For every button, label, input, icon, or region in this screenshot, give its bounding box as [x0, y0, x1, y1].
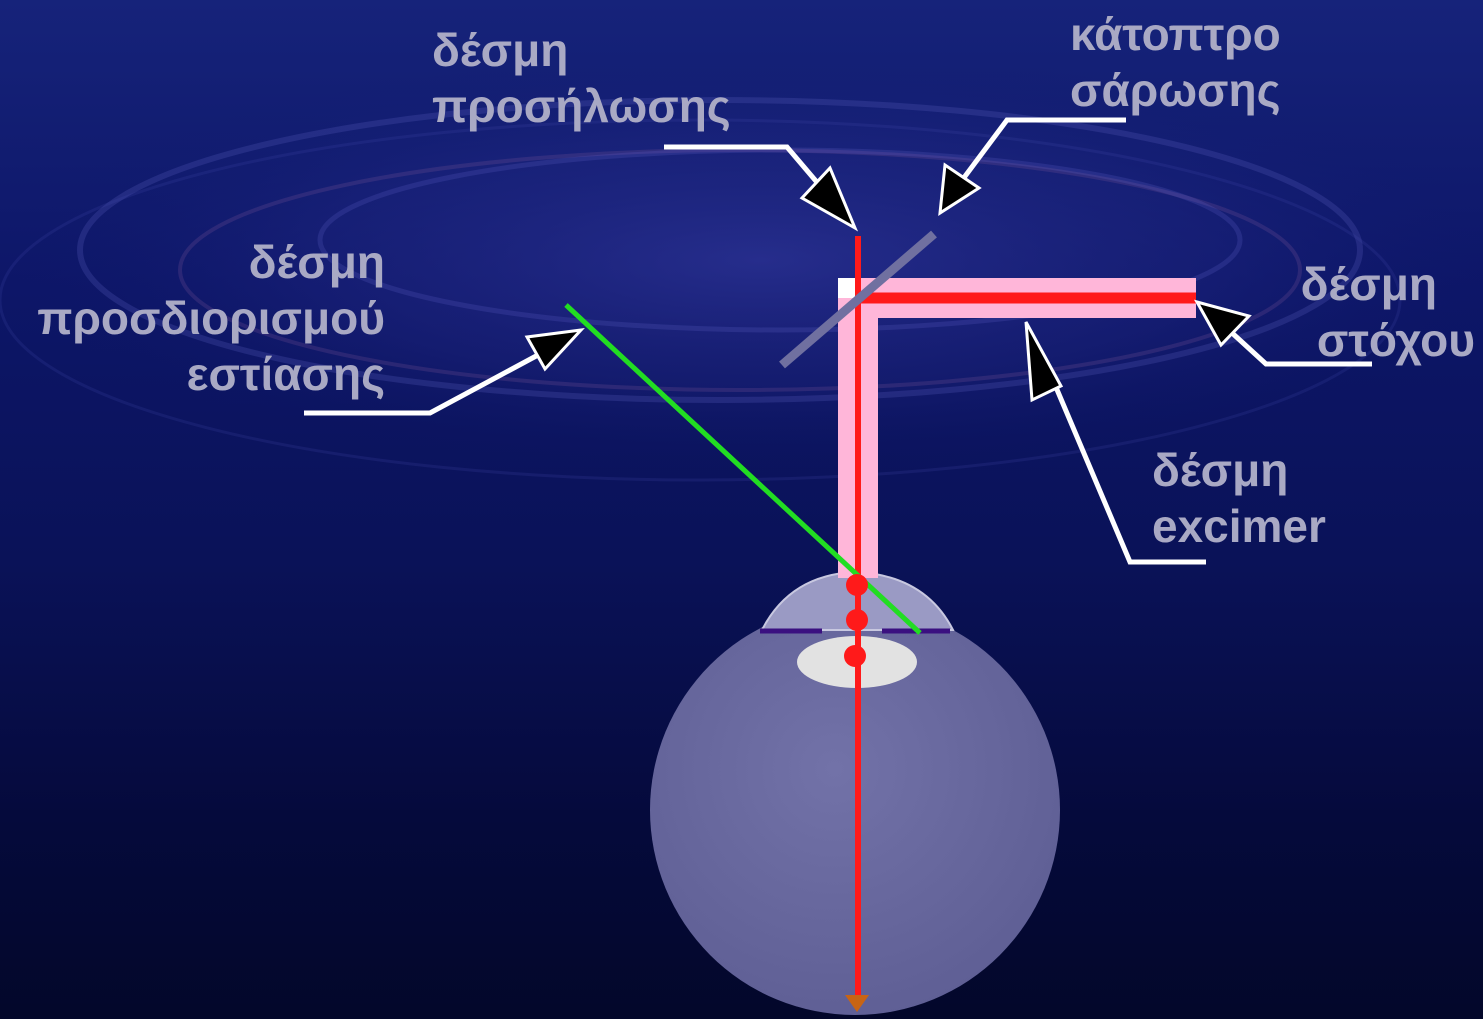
- leader-target-beam: [1193, 299, 1372, 367]
- label-target-beam-line-1: δέσμη: [1300, 258, 1437, 310]
- label-focus-beam: δέσμη προσδιορισμού εστίασης: [37, 234, 385, 402]
- label-focus-beam-line-1: δέσμη: [248, 236, 385, 288]
- label-illumination-beam: δέσμη προσήλωσης: [432, 22, 731, 134]
- label-target-beam: δέσμη στόχου: [1301, 256, 1475, 368]
- label-excimer-beam-line-2: excimer: [1152, 500, 1326, 552]
- background-swirl: [0, 50, 1483, 482]
- leader-illumination-beam: [664, 144, 859, 232]
- focus-points: [844, 574, 868, 667]
- label-illumination-beam-line-2: προσήλωσης: [432, 80, 731, 132]
- label-illumination-beam-line-1: δέσμη: [432, 24, 569, 76]
- scanning-mirror: [779, 230, 937, 369]
- label-focus-beam-line-2: προσδιορισμού: [37, 292, 385, 344]
- leader-excimer-beam: [1024, 321, 1206, 565]
- leader-focus-beam: [304, 327, 585, 416]
- label-focus-beam-line-3: εστίασης: [186, 348, 385, 400]
- label-target-beam-line-2: στόχου: [1316, 314, 1475, 366]
- label-scanning-mirror: κάτοπτρο σάρωσης: [1070, 6, 1281, 118]
- leader-scanning-mirror: [938, 117, 1126, 216]
- retina-mark: [845, 995, 869, 1012]
- label-excimer-beam-line-1: δέσμη: [1152, 444, 1289, 496]
- label-scanning-mirror-line-2: σάρωσης: [1070, 64, 1281, 116]
- label-excimer-beam: δέσμη excimer: [1152, 442, 1326, 554]
- label-scanning-mirror-line-1: κάτοπτρο: [1070, 8, 1281, 60]
